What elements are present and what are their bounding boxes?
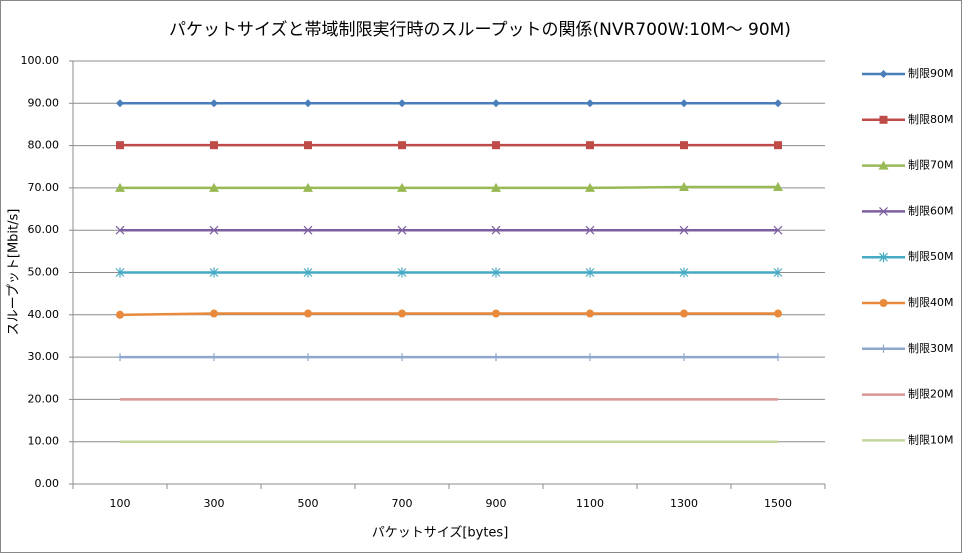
marker [679, 225, 689, 235]
marker [210, 99, 218, 108]
marker [491, 267, 501, 278]
marker [586, 353, 594, 362]
y-tick-label: 20.00 [28, 392, 60, 405]
marker [680, 141, 688, 150]
y-tick-label: 0.00 [35, 477, 60, 490]
marker [116, 310, 124, 319]
marker [398, 309, 406, 318]
x-tick-label: 1500 [764, 497, 792, 510]
marker [774, 99, 782, 108]
marker [303, 225, 313, 235]
marker [492, 99, 500, 108]
marker [585, 267, 595, 278]
marker [680, 353, 688, 362]
marker [115, 182, 125, 192]
marker [116, 99, 124, 108]
legend-label: 制限40M [908, 296, 954, 309]
y-tick-label: 30.00 [28, 350, 60, 363]
y-tick-label: 100.00 [21, 54, 60, 67]
marker [773, 225, 783, 235]
chart-title: パケットサイズと帯域制限実行時のスループットの関係(NVR700W:10M～ 9… [169, 20, 791, 40]
x-axis-title: パケットサイズ[bytes] [372, 525, 509, 541]
marker [773, 267, 783, 278]
y-axis-title: スループット[Mbit/s] [7, 209, 22, 336]
marker [774, 141, 782, 150]
marker [879, 344, 888, 353]
marker [210, 309, 218, 318]
series-line [119, 312, 778, 317]
legend-label: 制限80M [908, 113, 954, 126]
y-tick-label: 10.00 [28, 435, 60, 448]
x-tick-label: 1300 [670, 497, 698, 510]
y-tick-label: 90.00 [28, 96, 60, 109]
legend-label: 制限60M [908, 204, 954, 217]
marker [585, 225, 595, 235]
marker [210, 353, 218, 362]
legend-label: 制限90M [908, 67, 954, 80]
marker [491, 182, 501, 192]
marker [116, 353, 124, 362]
marker [304, 141, 312, 150]
marker [774, 353, 782, 362]
y-tick-label: 40.00 [28, 308, 60, 321]
legend-label: 制限50M [908, 250, 954, 263]
y-tick-label: 60.00 [28, 223, 60, 236]
marker [304, 353, 312, 362]
marker [680, 309, 688, 318]
marker [586, 309, 594, 318]
legend-label: 制限20M [908, 388, 954, 401]
marker [492, 141, 500, 150]
marker [209, 267, 219, 278]
marker [303, 182, 313, 192]
legend-label: 制限30M [908, 342, 954, 355]
marker [304, 99, 312, 108]
marker [492, 353, 500, 362]
marker [491, 225, 501, 235]
marker [680, 99, 688, 108]
x-tick-label: 500 [298, 497, 319, 510]
marker [879, 299, 888, 307]
marker [397, 182, 407, 192]
marker [398, 353, 406, 362]
marker [774, 309, 782, 318]
marker [879, 206, 888, 216]
marker [585, 182, 595, 192]
marker [586, 99, 594, 108]
y-tick-label: 50.00 [28, 266, 60, 279]
marker [115, 225, 125, 235]
y-tick-label: 80.00 [28, 139, 60, 152]
x-tick-label: 1100 [576, 497, 604, 510]
legend-label: 制限10M [908, 433, 954, 446]
marker [492, 309, 500, 318]
marker [773, 182, 783, 192]
legend-label: 制限70M [908, 159, 954, 172]
x-tick-label: 700 [392, 497, 413, 510]
marker [304, 309, 312, 318]
marker [586, 141, 594, 150]
series-line [120, 185, 778, 190]
marker [879, 252, 888, 263]
marker [397, 267, 407, 278]
marker [116, 141, 124, 150]
marker [209, 225, 219, 235]
x-tick-label: 900 [486, 497, 507, 510]
marker [679, 182, 689, 192]
marker [115, 267, 125, 278]
y-tick-label: 70.00 [28, 181, 60, 194]
marker [210, 141, 218, 150]
marker [879, 115, 888, 124]
marker [303, 267, 313, 278]
marker [398, 99, 406, 108]
marker [879, 70, 888, 78]
marker [209, 182, 219, 192]
marker [398, 141, 406, 150]
marker [878, 160, 889, 170]
marker [679, 267, 689, 278]
x-tick-label: 100 [110, 497, 131, 510]
x-tick-label: 300 [204, 497, 225, 510]
marker [397, 225, 407, 235]
